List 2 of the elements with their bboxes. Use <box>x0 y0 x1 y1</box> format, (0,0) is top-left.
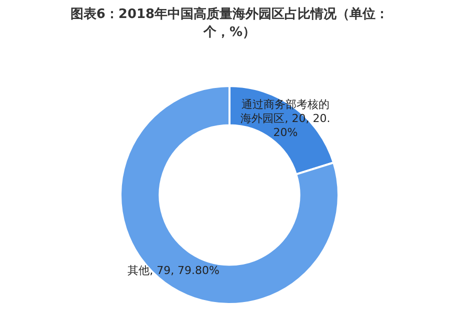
chart-title: 图表6：2018年中国高质量海外园区占比情况（单位：个，%） <box>69 6 390 42</box>
slice-label: 其他, 79, 79.80% <box>128 264 220 277</box>
